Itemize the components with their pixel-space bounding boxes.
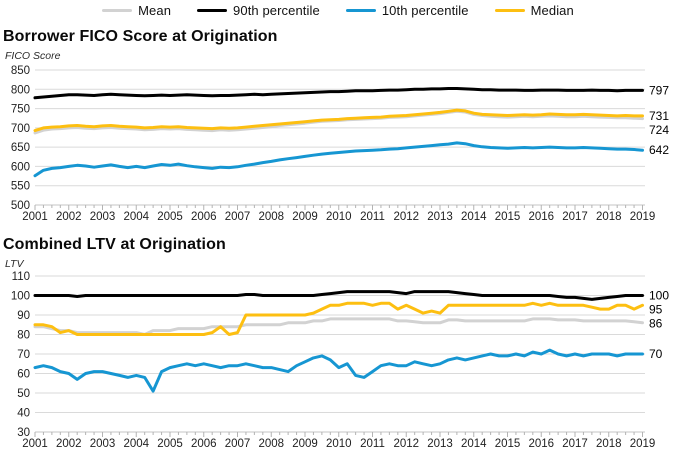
legend-item-median: Median xyxy=(494,3,574,18)
y-axis-tick-label: 650 xyxy=(11,142,30,154)
x-axis-tick-label: 2017 xyxy=(562,438,588,450)
x-axis-tick-label: 2008 xyxy=(258,438,284,450)
x-axis-tick-label: 2002 xyxy=(56,438,82,450)
y-axis-tick-label: 700 xyxy=(11,123,30,135)
x-axis-tick-label: 2017 xyxy=(562,211,588,223)
y-axis-tick-label: 90 xyxy=(17,310,30,322)
x-axis-tick-label: 2016 xyxy=(528,211,554,223)
x-axis-tick-label: 2012 xyxy=(393,211,419,223)
series-line-90th-percentile xyxy=(33,290,644,301)
y-axis-tick-label: 600 xyxy=(11,161,30,173)
legend-swatch xyxy=(345,9,376,12)
x-axis-tick-label: 2003 xyxy=(90,438,116,450)
x-axis-tick-label: 2014 xyxy=(461,438,487,450)
series-line-median xyxy=(33,301,644,336)
series-end-value-label: 731 xyxy=(649,109,669,123)
legend-label: 90th percentile xyxy=(233,3,320,18)
y-axis-tick-label: 750 xyxy=(11,104,30,116)
legend-swatch xyxy=(494,9,525,12)
legend-label: 10th percentile xyxy=(381,3,469,18)
x-axis-tick-label: 2005 xyxy=(157,438,183,450)
x-axis-tick-label: 2005 xyxy=(157,211,183,223)
x-axis-tick-label: 2018 xyxy=(596,438,622,450)
legend-label: Median xyxy=(530,3,574,18)
x-axis-tick-label: 2004 xyxy=(123,211,149,223)
x-axis-tick-label: 2001 xyxy=(22,211,48,223)
x-axis-tick-label: 2011 xyxy=(360,211,385,223)
series-end-value-label: 95 xyxy=(649,303,663,317)
y-axis-tick-label: 40 xyxy=(17,408,30,420)
fico-chart-title: Borrower FICO Score at Origination xyxy=(3,28,278,45)
legend-swatch xyxy=(197,9,228,12)
x-axis-tick-label: 2010 xyxy=(326,438,352,450)
y-axis-tick-label: 70 xyxy=(17,349,30,361)
y-axis-tick-label: 110 xyxy=(12,271,30,283)
series-end-value-label: 797 xyxy=(649,83,669,97)
legend-item-90th-percentile: 90th percentile xyxy=(197,3,320,18)
y-axis-tick-label: 60 xyxy=(17,369,30,381)
x-axis-tick-label: 2001 xyxy=(22,438,48,450)
x-axis-tick-label: 2006 xyxy=(191,211,217,223)
legend-swatch xyxy=(102,9,133,12)
x-axis-tick-label: 2007 xyxy=(225,211,251,223)
x-axis-tick-label: 2009 xyxy=(292,211,318,223)
x-axis-tick-label: 2014 xyxy=(461,211,487,223)
y-axis-tick-label: 850 xyxy=(11,65,30,77)
x-axis-tick-label: 2008 xyxy=(258,211,284,223)
x-axis-tick-label: 2013 xyxy=(427,438,453,450)
x-axis-tick-label: 2007 xyxy=(225,438,251,450)
x-axis-tick-label: 2019 xyxy=(630,211,656,223)
y-axis-tick-label: 500 xyxy=(11,200,30,212)
x-axis-tick-label: 2002 xyxy=(56,211,82,223)
fico-y-axis-unit: FICO Score xyxy=(5,50,61,62)
x-axis-tick-label: 2018 xyxy=(596,211,622,223)
series-end-value-label: 100 xyxy=(649,289,669,303)
x-axis-tick-label: 2011 xyxy=(360,438,385,450)
series-end-value-label: 86 xyxy=(649,317,663,331)
y-axis-tick-label: 100 xyxy=(11,291,30,303)
series-line-10th-percentile xyxy=(33,348,644,393)
x-axis-tick-label: 2015 xyxy=(495,438,521,450)
legend-item-mean: Mean xyxy=(102,3,171,18)
x-axis-tick-label: 2013 xyxy=(427,211,453,223)
y-axis-tick-label: 80 xyxy=(17,330,30,342)
series-end-value-label: 70 xyxy=(649,347,663,361)
x-axis-tick-label: 2006 xyxy=(191,438,217,450)
series-end-value-label: 724 xyxy=(649,123,669,137)
series-line-90th-percentile xyxy=(33,87,644,100)
ltv-y-axis-unit: LTV xyxy=(5,258,24,270)
ltv-chart-title: Combined LTV at Origination xyxy=(3,236,226,253)
x-axis-tick-label: 2009 xyxy=(292,438,318,450)
series-end-value-label: 642 xyxy=(649,143,669,157)
legend-label: Mean xyxy=(138,3,172,18)
series-line-median xyxy=(33,108,644,133)
x-axis-tick-label: 2010 xyxy=(326,211,352,223)
legend-item-10th-percentile: 10th percentile xyxy=(345,3,469,18)
y-axis-tick-label: 800 xyxy=(11,84,30,96)
series-line-10th-percentile xyxy=(33,141,644,178)
y-axis-tick-label: 550 xyxy=(11,181,30,193)
x-axis-tick-label: 2015 xyxy=(495,211,521,223)
x-axis-tick-label: 2019 xyxy=(630,438,656,450)
y-axis-tick-label: 30 xyxy=(17,427,30,439)
chart-legend: Mean 90th percentile 10th percentile Median xyxy=(0,3,676,18)
x-axis-tick-label: 2016 xyxy=(528,438,554,450)
y-axis-tick-label: 50 xyxy=(17,388,30,400)
x-axis-tick-label: 2012 xyxy=(393,438,419,450)
series-line-mean xyxy=(33,317,644,336)
x-axis-tick-label: 2003 xyxy=(90,211,116,223)
x-axis-tick-label: 2004 xyxy=(123,438,149,450)
